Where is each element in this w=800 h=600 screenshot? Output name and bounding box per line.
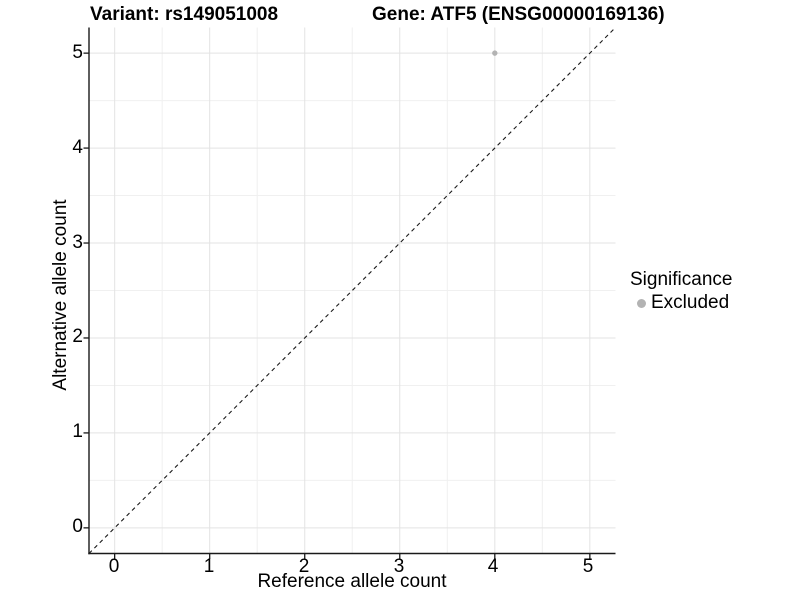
data-points-layer <box>492 50 498 56</box>
plot-title-gene: Gene: ATF5 (ENSG00000169136) <box>372 4 665 25</box>
x-tick-label-3: 3 <box>393 556 405 577</box>
y-tick-label-2: 2 <box>72 326 83 347</box>
plot-title-variant: Variant: rs149051008 <box>90 4 279 25</box>
axis-lines <box>88 27 616 555</box>
x-tick-label-1: 1 <box>203 556 215 577</box>
identity-line <box>88 27 616 554</box>
y-tick-label-1: 1 <box>72 421 83 442</box>
legend-marker-icon <box>637 299 646 308</box>
y-tick-label-5: 5 <box>72 42 83 63</box>
major-gridlines <box>89 27 616 554</box>
legend-item-label: Excluded <box>651 292 730 313</box>
y-tick-label-0: 0 <box>72 516 83 537</box>
x-tick-label-5: 5 <box>582 556 594 577</box>
x-tick-label-0: 0 <box>108 556 120 577</box>
y-tick-label-4: 4 <box>72 137 83 158</box>
x-tick-label-2: 2 <box>298 556 310 577</box>
legend: Significance Excluded <box>630 268 732 314</box>
y-tick-label-3: 3 <box>72 232 83 253</box>
data-point <box>492 50 498 56</box>
legend-item-excluded: Excluded <box>630 292 732 314</box>
x-axis-title: Reference allele count <box>257 571 447 592</box>
legend-title: Significance <box>630 269 733 290</box>
y-axis-title: Alternative allele count <box>50 199 71 391</box>
minor-gridlines <box>89 27 616 554</box>
axis-tick-marks <box>83 52 591 559</box>
x-tick-label-4: 4 <box>487 556 499 577</box>
